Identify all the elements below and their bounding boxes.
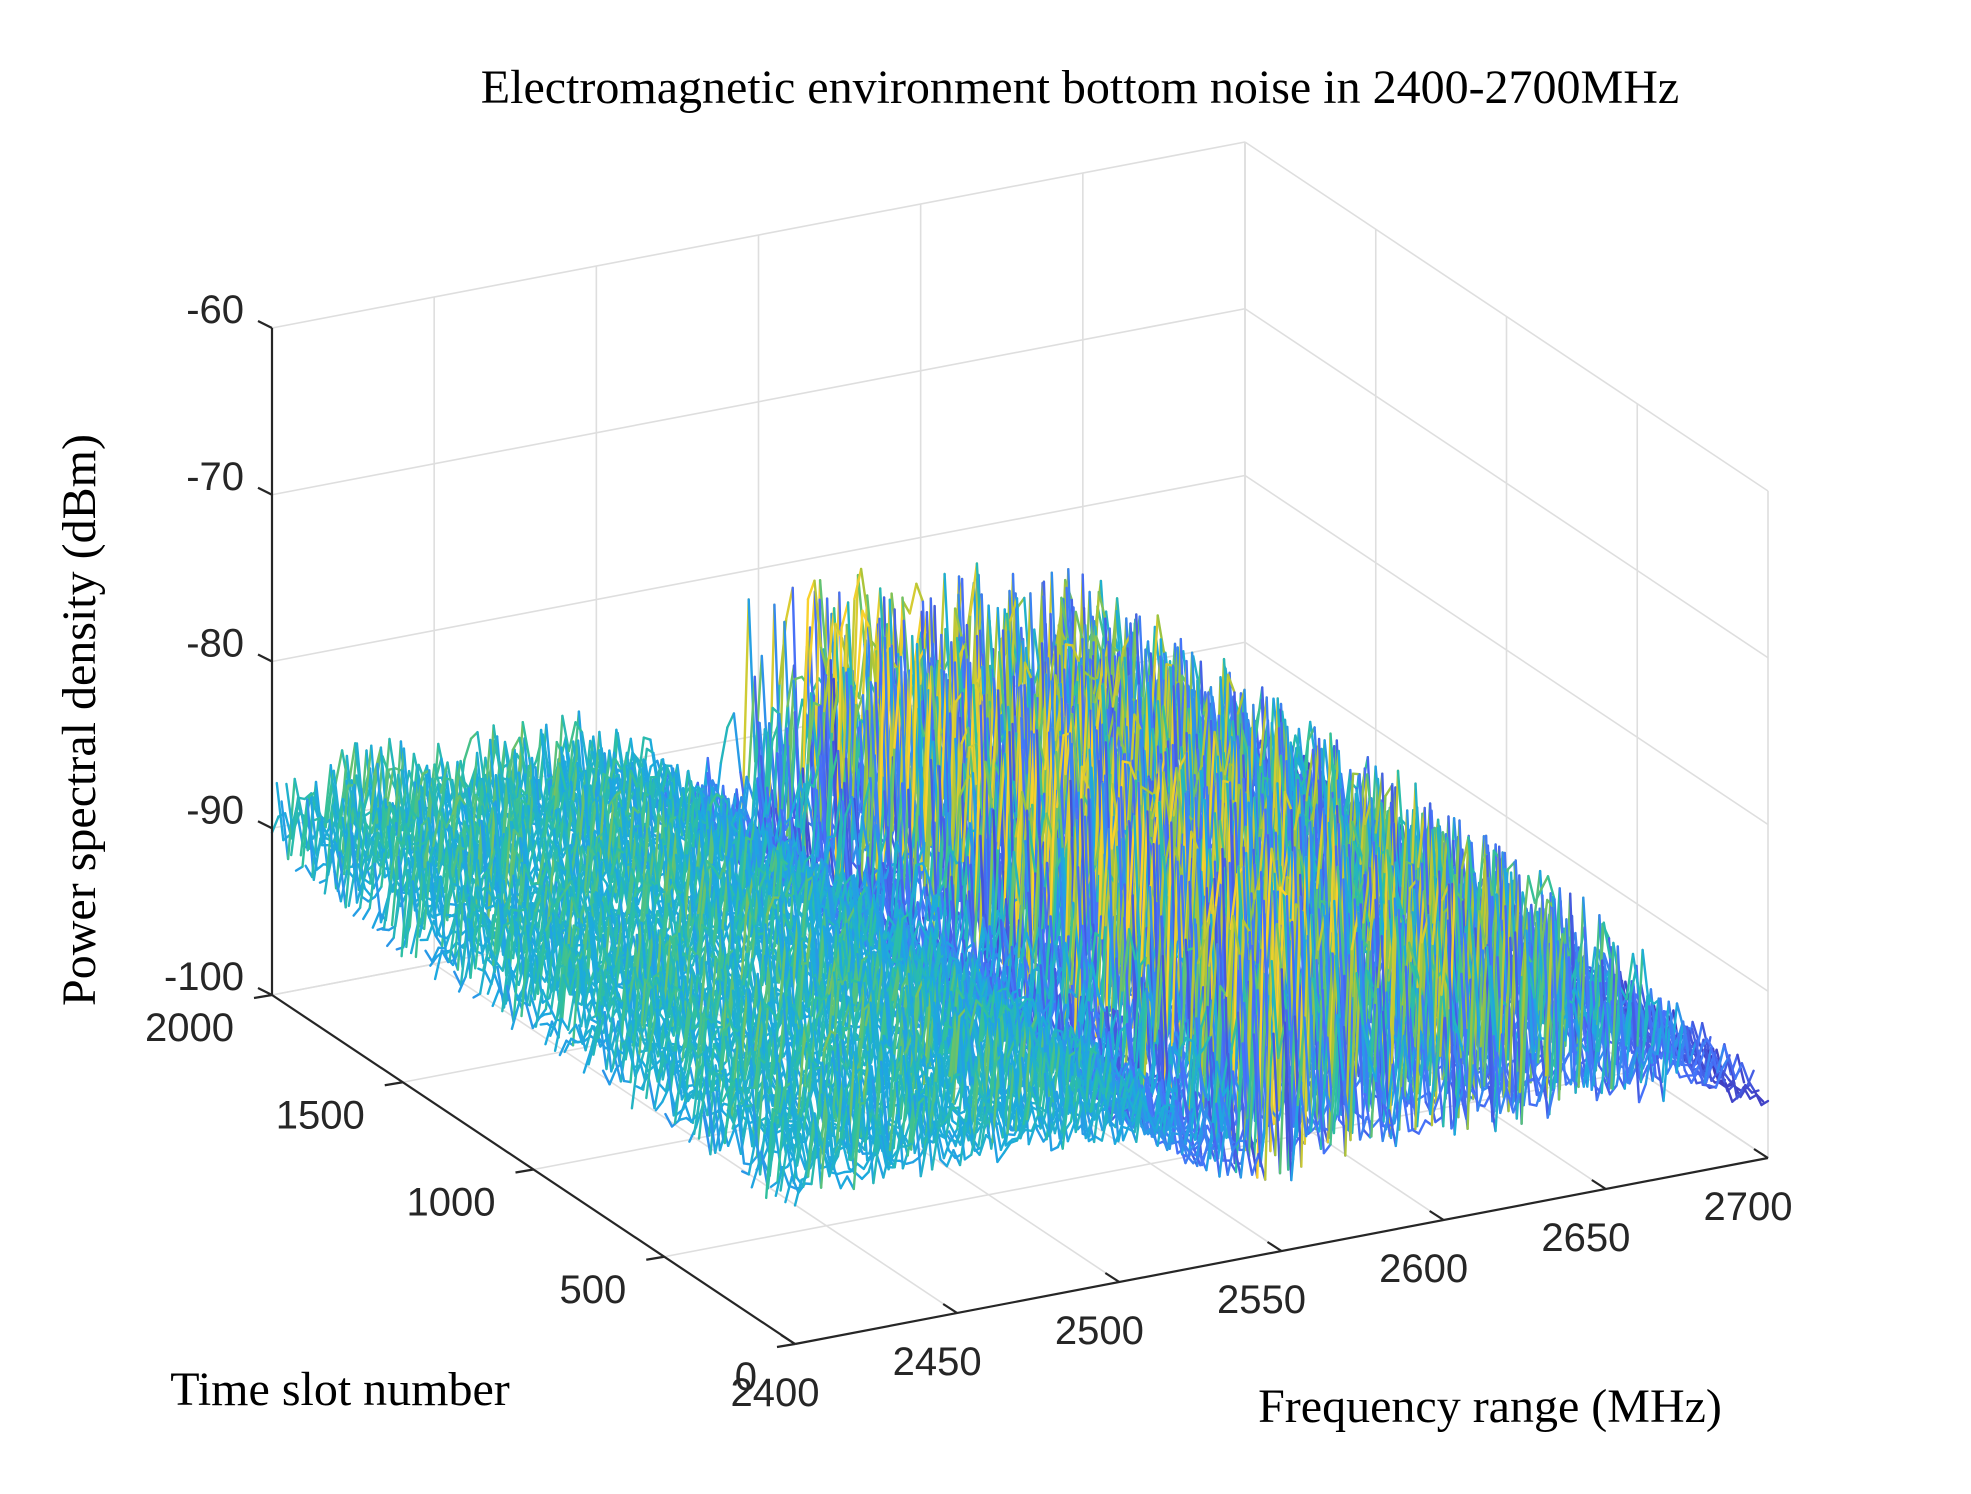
surface-segment [636,736,645,788]
surface-segment [771,706,781,716]
surface-segment [306,796,316,852]
surface-segment [645,747,655,755]
surface-segment [469,731,479,740]
surface-segment [330,778,340,820]
surface-segment [785,586,794,621]
chart-title: Electromagnetic environment bottom noise… [481,61,1679,114]
surface-segment [511,736,521,752]
surface-segment [334,749,344,785]
surface-segment [747,675,756,785]
grid-line-z-right [1244,308,1769,659]
grid-line-z-right [1244,141,1769,492]
surface-segment [745,775,755,800]
surface-segment [574,721,584,734]
surface-segment [352,906,362,917]
surface-segment [312,837,322,881]
surface-segment [382,878,392,929]
surface-segment [294,865,304,872]
surface-segment [315,863,325,871]
surface-segment [275,781,285,842]
surface-segment [580,731,590,774]
surface-segment [726,712,736,729]
surface-segment [915,582,925,603]
surface-segment [765,706,774,804]
surface-segment [747,598,757,763]
surface-segment [463,737,473,762]
surface-segment [324,778,334,829]
grid-line-z-right [1244,641,1769,992]
surface-segment [285,782,295,834]
surface-segment [296,803,306,823]
surface-layer [270,562,1770,1207]
surface-segment [786,664,796,708]
surface-segment [856,573,866,646]
surface-segment [853,567,863,600]
surface-segment [386,936,395,948]
grid-line-z-back [271,141,1246,329]
surface-segment [323,764,332,828]
surface-segment [908,582,918,615]
surface-segment [433,757,443,784]
surface-segment [299,798,309,857]
surface-segment [902,600,911,615]
surface-segment [569,745,578,777]
surface-segment [732,712,742,774]
surface-segment [1034,581,1044,715]
surface-segment [719,726,729,765]
grid-line-z-right [1244,474,1769,826]
surface-segment [424,949,434,963]
surface-segment [541,733,551,776]
surface-segment [969,562,979,616]
grid-line-z-back [271,307,1246,496]
surface-segment [711,779,721,798]
surface-segment [360,895,370,903]
surface-segment [363,744,373,808]
surface-segment [362,906,371,921]
surface-segment [818,579,828,667]
grid-line-z-back [271,474,1246,663]
grid-line-y-floor [664,1069,1638,1258]
surface-segment [567,721,577,753]
surface-segment [861,676,871,761]
surface-segment [290,803,299,857]
surface-segment [293,777,303,812]
surface-segment [371,911,381,929]
surface-segment [561,714,571,753]
surface-segment [521,721,531,760]
surface-segment [280,800,290,861]
surface-segment [484,756,494,799]
surface-segment [773,603,783,797]
